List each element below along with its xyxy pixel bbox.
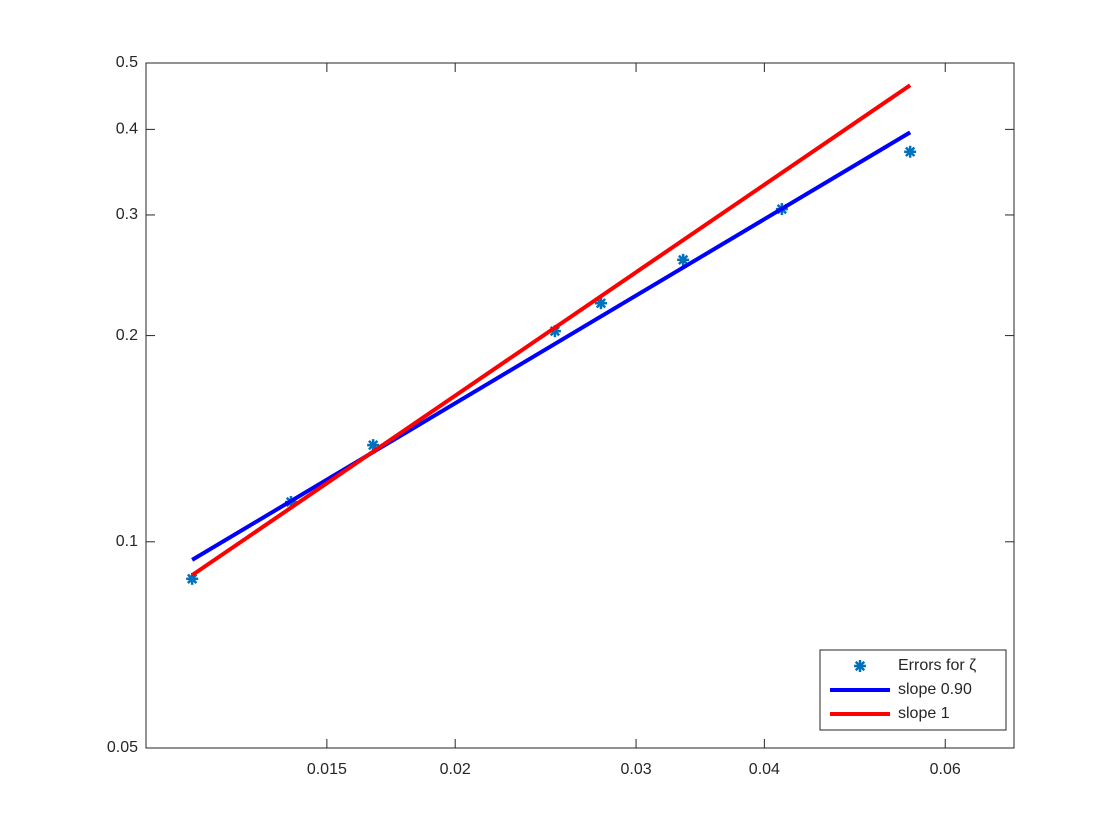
marker-stroke — [549, 326, 561, 337]
x-tick-label: 0.02 — [440, 761, 471, 778]
marker-stroke — [678, 254, 689, 265]
legend-label: Errors for ζ — [898, 657, 976, 674]
y-tick-label: 0.3 — [116, 206, 138, 223]
y-tick-label: 0.2 — [116, 327, 138, 344]
y-tick-label: 0.1 — [116, 533, 138, 550]
marker-stroke — [905, 146, 916, 157]
x-tick-label: 0.03 — [620, 761, 651, 778]
x-tick-label: 0.06 — [930, 761, 961, 778]
data-point — [904, 145, 917, 158]
series-line — [191, 130, 912, 562]
y-tick-label: 0.5 — [116, 54, 138, 71]
series-line — [191, 83, 912, 577]
plot-area — [145, 62, 1015, 749]
marker-stroke — [854, 660, 866, 672]
marker-stroke — [187, 573, 198, 584]
marker-stroke — [368, 439, 379, 451]
legend-marker — [854, 660, 866, 672]
x-tick-label: 0.04 — [749, 761, 780, 778]
y-tick-label: 0.4 — [116, 121, 138, 138]
x-tick-label: 0.015 — [307, 761, 347, 778]
legend-label: slope 0.90 — [898, 681, 972, 698]
y-tick-label: 0.05 — [107, 739, 138, 756]
data-point — [677, 253, 690, 266]
legend-label: slope 1 — [898, 705, 950, 722]
marker-stroke — [595, 298, 607, 309]
